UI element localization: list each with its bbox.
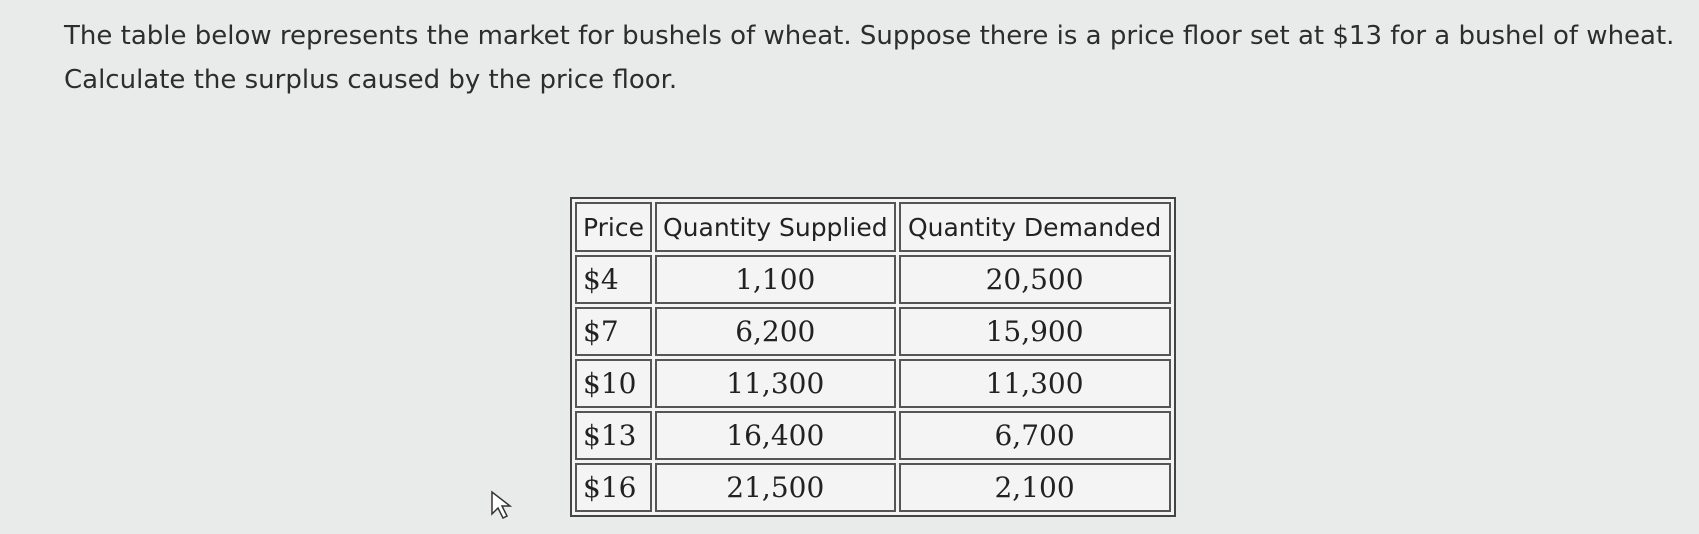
question-line: Calculate the surplus caused by the pric…: [64, 65, 678, 95]
table-cell: 15,900: [898, 307, 1171, 356]
table-cell: 6,200: [655, 307, 896, 356]
table-cell: $10: [575, 359, 652, 408]
table-cell: $16: [575, 463, 652, 512]
table-row: $4 1,100 20,500: [575, 255, 1171, 304]
table-cell: 20,500: [898, 255, 1171, 304]
header-row: Price Quantity Supplied Quantity Demanded: [575, 202, 1171, 252]
table-row: $7 6,200 15,900: [575, 307, 1171, 356]
question: The table below represents the market fo…: [64, 14, 1684, 102]
table-cell: $7: [575, 307, 652, 356]
table-row: $16 21,500 2,100: [575, 463, 1171, 512]
header-cell: Quantity Demanded: [898, 202, 1171, 252]
table-cell: 16,400: [655, 411, 896, 460]
table-cell: 11,300: [898, 359, 1171, 408]
mouse-cursor: [491, 490, 513, 520]
table-row: $13 16,400 6,700: [575, 411, 1171, 460]
table-cell: 1,100: [655, 255, 896, 304]
table-cell: 2,100: [898, 463, 1171, 512]
table-cell: $4: [575, 255, 652, 304]
table-cell: 11,300: [655, 359, 896, 408]
header-cell: Price: [575, 202, 652, 252]
table-cell: $13: [575, 411, 652, 460]
table-body: $4 1,100 20,500 $7 6,200 15,900 $10 11,300 11,30…: [575, 255, 1171, 512]
header-cell: Quantity Supplied: [655, 202, 896, 252]
question-line: The table below represents the market fo…: [64, 21, 1675, 51]
table-cell: 21,500: [655, 463, 896, 512]
market-table: Price Quantity Supplied Quantity Demanded …: [570, 197, 1176, 517]
table-cell: 6,700: [898, 411, 1171, 460]
table-row: $10 11,300 11,300: [575, 359, 1171, 408]
